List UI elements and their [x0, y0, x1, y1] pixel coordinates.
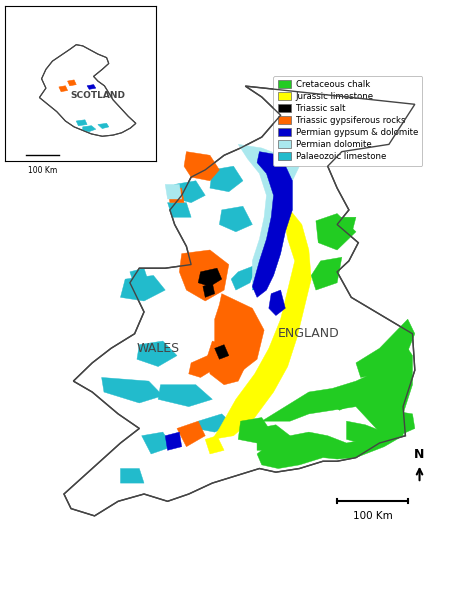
Polygon shape	[59, 86, 68, 92]
Polygon shape	[168, 203, 191, 217]
Polygon shape	[238, 418, 271, 443]
Polygon shape	[68, 80, 76, 86]
Polygon shape	[212, 210, 311, 439]
Polygon shape	[252, 151, 292, 297]
Polygon shape	[120, 468, 144, 483]
Polygon shape	[203, 283, 215, 297]
Text: WALES: WALES	[137, 342, 180, 355]
Polygon shape	[168, 188, 184, 203]
Polygon shape	[179, 250, 229, 301]
Text: ENGLAND: ENGLAND	[278, 327, 340, 340]
Polygon shape	[257, 425, 290, 451]
Polygon shape	[215, 294, 264, 370]
Polygon shape	[98, 123, 109, 129]
Polygon shape	[219, 206, 252, 232]
Polygon shape	[101, 377, 163, 403]
Polygon shape	[335, 217, 356, 235]
Polygon shape	[165, 432, 182, 451]
Polygon shape	[269, 290, 285, 315]
Polygon shape	[130, 268, 149, 287]
Polygon shape	[205, 436, 224, 454]
Text: 100 Km: 100 Km	[353, 511, 392, 522]
Polygon shape	[87, 85, 96, 89]
Polygon shape	[356, 319, 415, 377]
Polygon shape	[311, 257, 342, 290]
Polygon shape	[234, 327, 250, 344]
Polygon shape	[196, 414, 234, 432]
Polygon shape	[137, 341, 177, 367]
Polygon shape	[238, 144, 292, 290]
Polygon shape	[165, 184, 182, 199]
Polygon shape	[174, 181, 205, 203]
Text: 100 Km: 100 Km	[28, 166, 57, 175]
Polygon shape	[120, 275, 165, 301]
Polygon shape	[257, 341, 412, 468]
Text: N: N	[414, 448, 425, 461]
Polygon shape	[184, 151, 219, 181]
Polygon shape	[208, 341, 245, 385]
Polygon shape	[325, 392, 356, 410]
Polygon shape	[231, 265, 257, 290]
Polygon shape	[158, 385, 212, 406]
Polygon shape	[39, 45, 136, 136]
Text: SCOTLAND: SCOTLAND	[71, 91, 126, 100]
Polygon shape	[210, 166, 243, 192]
Polygon shape	[64, 86, 415, 516]
Polygon shape	[346, 421, 393, 446]
Polygon shape	[316, 213, 356, 250]
Polygon shape	[83, 126, 96, 132]
Polygon shape	[189, 356, 212, 377]
Polygon shape	[198, 268, 222, 287]
Polygon shape	[271, 144, 300, 181]
Polygon shape	[215, 344, 229, 359]
Polygon shape	[76, 120, 87, 126]
Polygon shape	[142, 432, 172, 454]
Polygon shape	[177, 421, 205, 446]
Polygon shape	[252, 272, 269, 290]
Legend: Cretaceous chalk, Jurassic limestone, Triassic salt, Triassic gypsiferous rocks,: Cretaceous chalk, Jurassic limestone, Tr…	[273, 76, 422, 166]
Polygon shape	[375, 410, 415, 436]
